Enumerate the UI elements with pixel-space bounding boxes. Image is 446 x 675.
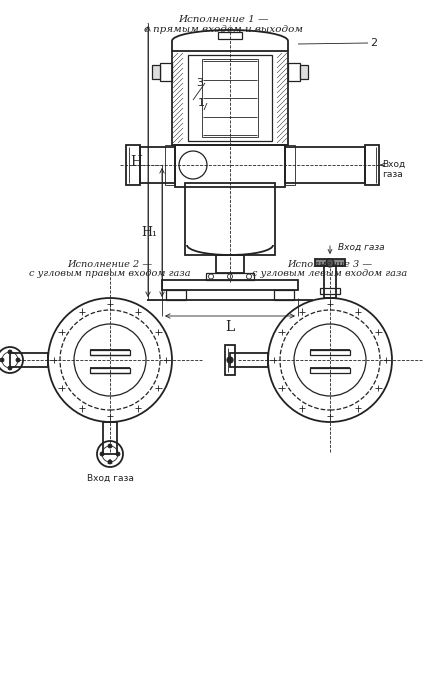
Text: H₁: H₁ — [141, 226, 157, 239]
Circle shape — [8, 350, 12, 354]
Bar — [188, 55, 272, 141]
Text: H: H — [130, 155, 142, 169]
Bar — [90, 368, 130, 373]
Bar — [160, 63, 172, 81]
Bar — [315, 259, 345, 266]
Bar — [140, 147, 175, 183]
Bar — [310, 368, 350, 373]
Bar — [172, 51, 288, 145]
Bar — [206, 273, 254, 280]
Circle shape — [326, 259, 334, 267]
Circle shape — [0, 358, 4, 362]
Text: Вход газа: Вход газа — [87, 474, 133, 483]
Circle shape — [8, 366, 12, 370]
Bar — [225, 345, 235, 375]
Circle shape — [227, 357, 233, 363]
Circle shape — [100, 452, 104, 456]
Bar — [202, 59, 258, 137]
Bar — [185, 183, 275, 255]
Text: 2: 2 — [370, 38, 377, 48]
Bar — [285, 145, 295, 185]
Text: Исполнение 1 —: Исполнение 1 — — [178, 15, 268, 24]
Text: Исполнение 2 —: Исполнение 2 — — [67, 260, 153, 269]
Circle shape — [108, 460, 112, 464]
Text: 3: 3 — [196, 78, 203, 88]
Text: Вход
газа: Вход газа — [382, 160, 405, 180]
Bar — [300, 65, 308, 79]
Bar — [285, 147, 365, 183]
Bar — [162, 280, 298, 290]
Bar — [320, 288, 340, 294]
Text: с прямым входом и выходом: с прямым входом и выходом — [144, 25, 302, 34]
Bar — [152, 65, 160, 79]
Bar — [310, 350, 350, 355]
Text: Вход газа: Вход газа — [338, 242, 384, 252]
Bar — [365, 145, 379, 185]
Bar — [324, 266, 336, 298]
Circle shape — [116, 452, 120, 456]
Bar — [103, 422, 117, 454]
Bar — [230, 353, 268, 367]
Bar — [90, 350, 130, 355]
Bar — [288, 63, 300, 81]
Circle shape — [16, 358, 20, 362]
Bar — [175, 145, 285, 187]
Text: L: L — [225, 320, 235, 334]
Text: с угловым левым входом газа: с угловым левым входом газа — [252, 269, 408, 278]
Bar — [218, 32, 242, 39]
Text: с угловым правым входом газа: с угловым правым входом газа — [29, 269, 191, 278]
Bar — [10, 353, 48, 367]
Bar — [126, 145, 140, 185]
Bar — [165, 145, 175, 185]
Bar — [166, 290, 186, 300]
Bar — [216, 255, 244, 273]
Bar — [274, 290, 294, 300]
Circle shape — [108, 444, 112, 448]
Text: Исполнение 3 —: Исполнение 3 — — [287, 260, 372, 269]
Text: 1: 1 — [198, 98, 205, 108]
